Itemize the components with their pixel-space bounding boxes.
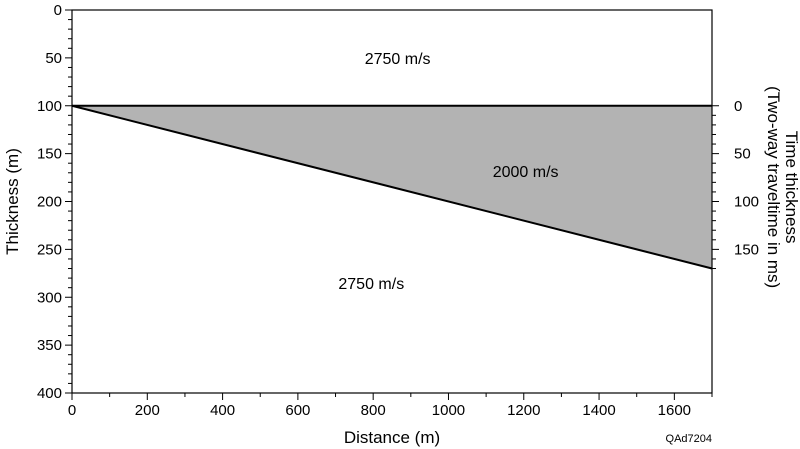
wedge-layer-velocity-label: 2000 m/s — [493, 164, 559, 181]
y-right-tick-label: 100 — [734, 194, 759, 211]
y-left-tick-label: 150 — [37, 146, 62, 163]
left-y-axis-ticks: 0 50 100 150 200 250 300 350 400 — [37, 2, 72, 402]
y-left-tick-label: 200 — [37, 194, 62, 211]
y-left-tick-label: 350 — [37, 337, 62, 354]
lower-layer-velocity-label: 2750 m/s — [338, 276, 404, 293]
y-left-tick-label: 0 — [54, 2, 62, 19]
y-left-tick-label: 50 — [45, 50, 62, 67]
x-tick-label: 1600 — [658, 402, 691, 419]
x-tick-label: 1200 — [507, 402, 540, 419]
y-right-tick-label: 0 — [734, 98, 742, 115]
y-right-tick-label: 50 — [734, 146, 751, 163]
wedge-base-boundary — [71, 104, 713, 270]
y-left-tick-label: 300 — [37, 289, 62, 306]
right-y-axis-title-line2: (Two-way traveltime in ms) — [764, 86, 783, 288]
y-left-tick-label: 100 — [37, 98, 62, 115]
figure-id-label: QAd7204 — [666, 433, 712, 445]
left-y-axis-title: Thickness (m) — [3, 148, 22, 255]
x-tick-label: 1400 — [582, 402, 615, 419]
x-tick-label: 800 — [361, 402, 386, 419]
x-tick-label: 400 — [210, 402, 235, 419]
right-y-axis-ticks: 0 50 100 150 — [712, 98, 759, 270]
y-left-tick-label: 250 — [37, 241, 62, 258]
x-axis-title: Distance (m) — [344, 428, 440, 447]
x-tick-label: 200 — [135, 402, 160, 419]
x-tick-label: 1000 — [432, 402, 465, 419]
upper-layer-velocity-label: 2750 m/s — [365, 51, 431, 68]
x-axis-ticks: 0 200 400 600 800 1000 1200 1400 1600 — [68, 393, 713, 419]
y-left-tick-label: 400 — [37, 385, 62, 402]
right-y-axis-title-line1: Time thickness — [782, 131, 800, 244]
y-right-tick-label: 150 — [734, 241, 759, 258]
x-tick-label: 0 — [68, 402, 76, 419]
x-tick-label: 600 — [285, 402, 310, 419]
